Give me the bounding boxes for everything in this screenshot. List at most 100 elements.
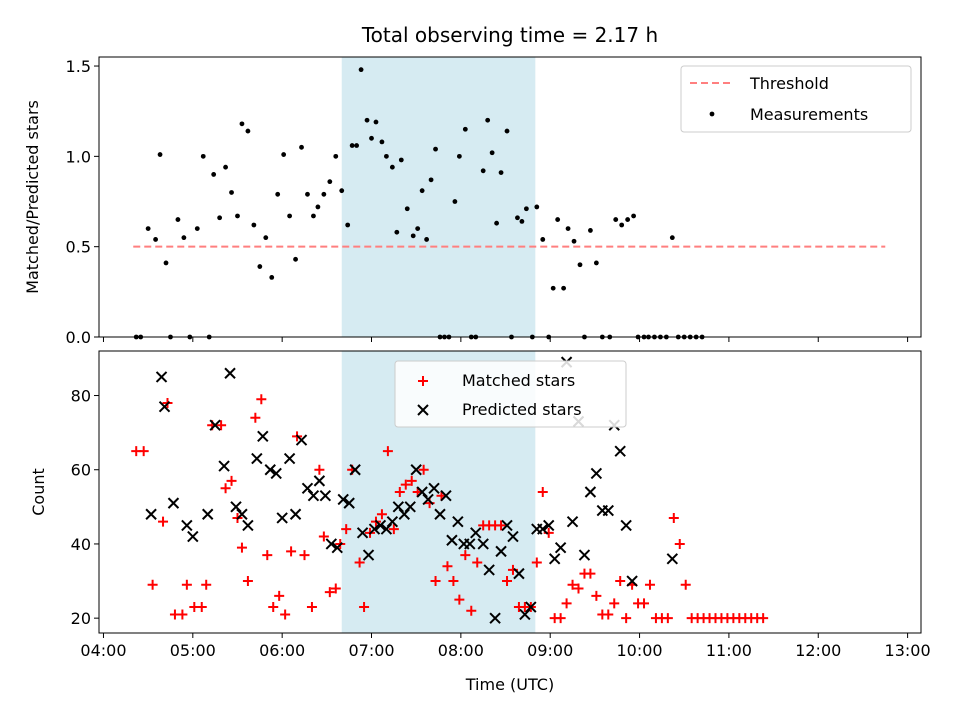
matched-star-point [147,579,158,590]
matched-star-point [181,579,192,590]
predicted-star-point [434,508,446,520]
matched-star-point [138,446,149,457]
measurement-point [428,177,434,183]
ratio-axes-frame [98,56,922,338]
chart-title: Total observing time = 2.17 h [361,23,658,47]
matched-star-point [662,613,673,624]
shaded-span-rect [341,57,536,337]
predicted-star-point [343,497,355,509]
predicted-star-point [201,508,214,520]
measurement-point [229,190,234,195]
predicted-star-point [477,538,489,550]
matched-star-point [220,483,231,494]
count-y-axis-label: Count [29,468,48,516]
measurement-point [321,191,327,197]
measurement-point [275,191,281,197]
matched-star-point [177,609,188,620]
matched-star-point [382,446,393,457]
predicted-star-point [187,530,199,543]
measurement-point [504,128,510,134]
predicted-star-point [374,519,387,532]
matched-star-point [158,516,169,527]
measurement-point [619,222,625,228]
time-x-axis-label: Time (UTC) [465,675,554,694]
predicted-star-point [270,467,282,480]
measurement-point [269,274,275,280]
measurement-point [577,262,583,268]
predicted-star-point [224,367,236,379]
predicted-star-point [307,490,320,502]
predicted-star-point [242,519,254,532]
matched-star-point [555,613,566,624]
measurement-point [200,153,206,159]
x-tick-label: 11:00 [706,641,752,660]
measurement-point [373,119,379,125]
measurement-point [480,168,486,174]
matched-star-point [330,583,341,594]
matched-star-point [430,576,441,587]
measurement-point [153,237,158,242]
predicted-star-point [392,501,405,513]
measurement-point [181,235,187,241]
measurement-point [571,238,577,244]
predicted-star-point [584,486,597,498]
count-points [131,356,769,624]
measurement-point [345,222,351,228]
measurement-point [299,144,304,150]
count-panel: 20 40 60 80 04:00 05:00 06:00 07:00 08:00 09:00 10… [29,350,931,694]
predicted-star-point [519,608,531,621]
measurement-point [379,139,385,145]
measurement-point [235,213,240,219]
predicted-star-point [301,482,314,494]
matched-star-point [341,524,352,535]
measurement-point [358,67,364,73]
matched-star-point [418,464,429,475]
x-tick-label: 07:00 [348,641,394,660]
predicted-star-point [428,482,440,494]
measurement-point [157,152,163,157]
measurement-point [625,217,631,222]
predicted-star-point [209,419,221,431]
predicted-star-point [470,527,482,539]
predicted-star-point [398,508,410,520]
matched-star-point [196,602,207,613]
measurement-point [354,143,360,148]
matched-star-point [318,531,329,542]
measurement-point [217,215,223,221]
matched-star-point [268,602,279,613]
x-tick-label: 08:00 [438,641,484,660]
predicted-star-point [440,490,452,502]
legend-measurement-swatch [709,111,715,117]
measurement-point [339,188,345,194]
predicted-star-point [257,430,269,443]
ratio-panel: Total observing time = 2.17 h 0.0 0.5 1.0 1… [23,23,922,347]
measurement-point [555,217,561,222]
predicted-star-point [543,519,555,532]
measurement-point [588,228,593,233]
predicted-star-point [155,371,168,383]
matched-star-point [567,579,578,590]
measurement-point [540,237,546,242]
legend-threshold-label: Threshold [749,74,829,93]
measurement-point [194,226,200,232]
matched-star-point [406,475,417,486]
matched-star-point [531,557,542,568]
predicted-star-point [158,400,171,413]
y-tick-label: 0.5 [66,238,91,257]
measurement-point [263,235,269,241]
measurement-point [245,128,251,134]
predicted-star-point [236,508,248,520]
predicted-star-point [422,493,434,506]
matched-star-point [226,475,237,486]
measurement-point [613,217,619,222]
measurement-point [561,285,567,291]
matched-star-point [460,550,471,561]
measurement-point [327,179,333,185]
count-legend: Matched stars Predicted stars [394,360,627,428]
measurement-point [223,164,228,170]
matched-star-point [314,464,325,475]
predicted-star-point [590,467,603,480]
matched-star-point [442,561,453,572]
matched-star-point [758,613,769,624]
legend-matched-label: Matched stars [462,371,575,390]
